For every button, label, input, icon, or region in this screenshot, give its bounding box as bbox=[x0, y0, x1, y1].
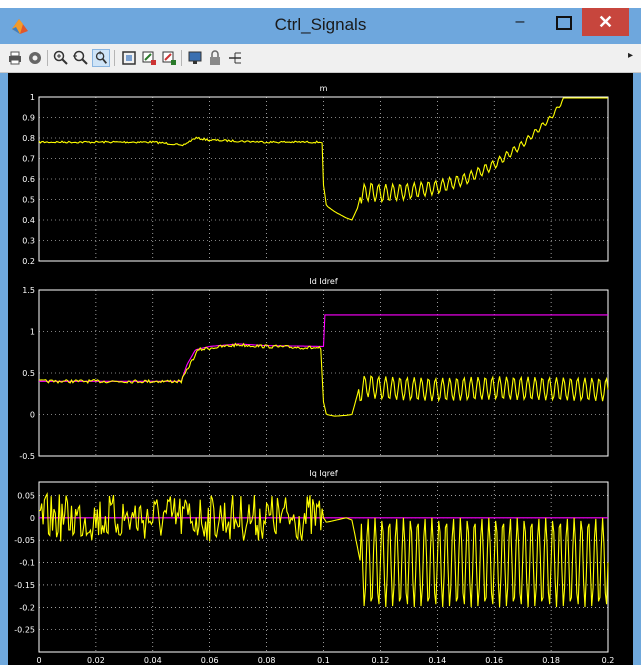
y-tick-label: -0.25 bbox=[14, 626, 35, 635]
title-bar[interactable]: Ctrl_Signals – ✕ bbox=[0, 8, 641, 44]
x-tick-label: 0 bbox=[36, 656, 41, 665]
save-axes-icon[interactable] bbox=[140, 49, 158, 67]
x-tick-label: 0.06 bbox=[201, 656, 219, 665]
y-tick-label: 0.3 bbox=[22, 237, 35, 246]
series-line-2 bbox=[38, 342, 609, 417]
zoom-y-icon[interactable] bbox=[92, 49, 110, 67]
x-tick-label: 0.04 bbox=[144, 656, 162, 665]
y-tick-label: 0.7 bbox=[22, 155, 35, 164]
toolbar-separator bbox=[181, 50, 182, 66]
y-tick-label: -0.05 bbox=[14, 536, 35, 545]
y-tick-label: -0.15 bbox=[14, 581, 35, 590]
y-tick-label: 0 bbox=[30, 514, 35, 523]
minimize-icon: – bbox=[515, 13, 525, 30]
series-line-2 bbox=[38, 492, 609, 608]
y-tick-label: 0.4 bbox=[22, 216, 35, 225]
x-tick-label: 0.16 bbox=[485, 656, 503, 665]
settings-icon[interactable] bbox=[26, 49, 44, 67]
y-tick-label: 0.8 bbox=[22, 134, 35, 143]
series-line-1 bbox=[39, 314, 608, 382]
chart-title: Id Idref bbox=[309, 277, 337, 286]
y-tick-label: 0 bbox=[30, 411, 35, 420]
toolbar-separator bbox=[47, 50, 48, 66]
close-icon: ✕ bbox=[597, 12, 614, 32]
chart-title: Iq Iqref bbox=[309, 469, 337, 478]
minimize-button[interactable]: – bbox=[497, 8, 543, 36]
signal-selector-icon[interactable] bbox=[226, 49, 244, 67]
lock-icon[interactable] bbox=[206, 49, 224, 67]
zoom-in-icon[interactable] bbox=[52, 49, 70, 67]
y-tick-label: 1.5 bbox=[22, 286, 35, 295]
autoscale-icon[interactable] bbox=[120, 49, 138, 67]
y-tick-label: -0.2 bbox=[19, 603, 35, 612]
x-tick-label: 0.08 bbox=[258, 656, 276, 665]
x-tick-label: 0.12 bbox=[371, 656, 389, 665]
window-title: Ctrl_Signals bbox=[274, 15, 367, 34]
y-tick-label: 0.5 bbox=[22, 196, 35, 205]
y-tick-label: 0.9 bbox=[22, 114, 35, 123]
y-tick-label: 0.6 bbox=[22, 175, 35, 184]
print-icon[interactable] bbox=[6, 49, 24, 67]
restore-axes-icon[interactable] bbox=[160, 49, 178, 67]
chart-title: m bbox=[320, 84, 328, 93]
x-tick-label: 0.18 bbox=[542, 656, 560, 665]
y-tick-label: 1 bbox=[30, 93, 35, 102]
x-tick-label: 0.2 bbox=[602, 656, 615, 665]
chart-3: Iq Iqref -0.25 -0.2 -0.15 -0.1 -0.05 0 0.05 0 0.0… bbox=[14, 469, 614, 665]
chart-2: Id Idref -0.5 0 0.5 1 1.5 bbox=[19, 277, 609, 461]
toolbar-overflow-icon[interactable]: ▸ bbox=[627, 50, 633, 61]
y-tick-label: 0.5 bbox=[22, 369, 35, 378]
maximize-button[interactable] bbox=[541, 8, 587, 36]
scope-plot-area: m 0.2 0.3 0.4 0.5 0.6 0.7 0.8 0.9 1 Id Idref -0.5 0 0… bbox=[8, 73, 633, 665]
series-line-1 bbox=[38, 97, 608, 221]
scope-charts: m 0.2 0.3 0.4 0.5 0.6 0.7 0.8 0.9 1 Id Idref -0.5 0 0… bbox=[14, 84, 614, 665]
y-tick-label: 0.05 bbox=[17, 491, 35, 500]
close-button[interactable]: ✕ bbox=[582, 8, 629, 36]
matlab-logo-icon bbox=[12, 19, 28, 34]
x-tick-label: 0.02 bbox=[87, 656, 105, 665]
y-tick-label: 1 bbox=[30, 328, 35, 337]
y-tick-label: -0.1 bbox=[19, 559, 35, 568]
floating-scope-icon[interactable] bbox=[186, 49, 204, 67]
x-tick-label: 0.14 bbox=[428, 656, 446, 665]
x-tick-label: 0.1 bbox=[317, 656, 330, 665]
toolbar-separator bbox=[114, 50, 115, 66]
chart-1: m 0.2 0.3 0.4 0.5 0.6 0.7 0.8 0.9 1 bbox=[22, 84, 609, 266]
y-tick-label: -0.5 bbox=[19, 452, 35, 461]
y-tick-label: 0.2 bbox=[22, 257, 35, 266]
zoom-x-icon[interactable] bbox=[72, 49, 90, 67]
maximize-icon bbox=[556, 16, 572, 30]
scope-window: Ctrl_Signals – ✕ bbox=[0, 8, 641, 665]
toolbar: ▸ bbox=[0, 44, 641, 73]
